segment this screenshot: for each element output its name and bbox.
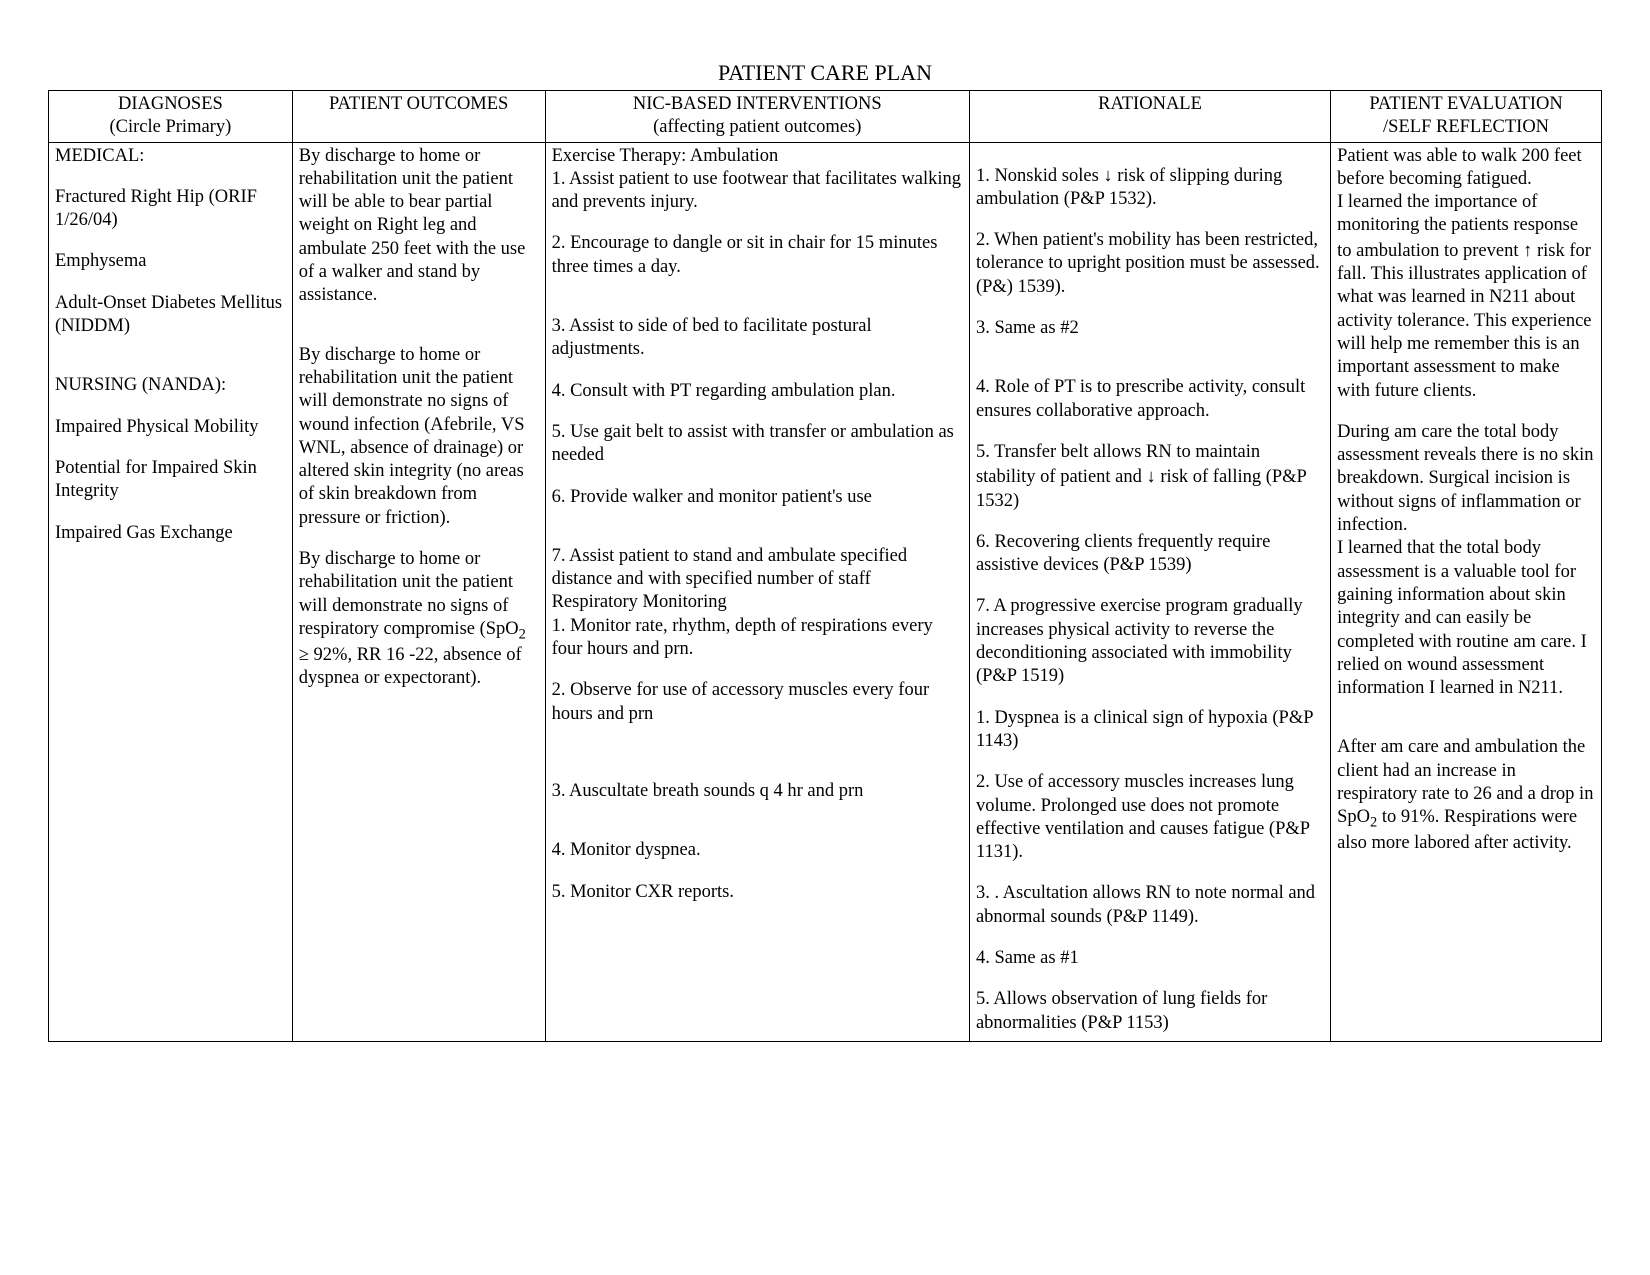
nursing-item: Impaired Physical Mobility bbox=[55, 416, 286, 439]
col-header-evaluation: PATIENT EVALUATION /SELF REFLECTION bbox=[1331, 91, 1602, 143]
cell-interventions: Exercise Therapy: Ambulation 1. Assist p… bbox=[545, 142, 969, 1041]
rationale-item: 2. When patient's mobility has been rest… bbox=[976, 229, 1324, 299]
intervention-item: 4. Monitor dyspnea. bbox=[552, 839, 963, 862]
header-text: RATIONALE bbox=[1098, 94, 1202, 114]
evaluation-text: During am care the total body assessment… bbox=[1337, 421, 1595, 537]
intervention-section-title: Respiratory Monitoring bbox=[552, 591, 963, 614]
outcome-text: By discharge to home or rehabilitation u… bbox=[299, 145, 539, 308]
table-header-row: DIAGNOSES (Circle Primary) PATIENT OUTCO… bbox=[49, 91, 1602, 143]
nursing-label: NURSING (NANDA): bbox=[55, 374, 286, 397]
nursing-item: Potential for Impaired Skin Integrity bbox=[55, 457, 286, 504]
outcome-text: By discharge to home or rehabilitation u… bbox=[299, 344, 539, 530]
rationale-item: 1. Dyspnea is a clinical sign of hypoxia… bbox=[976, 707, 1324, 754]
medical-item: Emphysema bbox=[55, 250, 286, 273]
evaluation-text: I learned that the total body assessment… bbox=[1337, 537, 1595, 700]
intervention-item: 2. Observe for use of accessory muscles … bbox=[552, 679, 963, 726]
rationale-item: 4. Role of PT is to prescribe activity, … bbox=[976, 376, 1324, 423]
rationale-item: 7. A progressive exercise program gradua… bbox=[976, 595, 1324, 688]
rationale-item: 5. Allows observation of lung fields for… bbox=[976, 988, 1324, 1035]
intervention-section-title: Exercise Therapy: Ambulation bbox=[552, 145, 963, 168]
header-text: PATIENT OUTCOMES bbox=[329, 94, 508, 114]
intervention-item: 5. Use gait belt to assist with transfer… bbox=[552, 421, 963, 468]
medical-label: MEDICAL: bbox=[55, 145, 286, 168]
intervention-item: 6. Provide walker and monitor patient's … bbox=[552, 486, 963, 509]
header-text: NIC-BASED INTERVENTIONS bbox=[633, 94, 882, 114]
rationale-item: 3. . Ascultation allows RN to note norma… bbox=[976, 882, 1324, 929]
intervention-item: 4. Consult with PT regarding ambulation … bbox=[552, 380, 963, 403]
page: PATIENT CARE PLAN DIAGNOSES (Circle Prim… bbox=[0, 0, 1650, 1090]
cell-evaluation: Patient was able to walk 200 feet before… bbox=[1331, 142, 1602, 1041]
intervention-item: 7. Assist patient to stand and ambulate … bbox=[552, 545, 963, 592]
header-subtext: (Circle Primary) bbox=[53, 116, 288, 139]
header-text: DIAGNOSES bbox=[118, 94, 223, 114]
medical-item: Fractured Right Hip (ORIF 1/26/04) bbox=[55, 186, 286, 233]
outcome-text: By discharge to home or rehabilitation u… bbox=[299, 548, 539, 690]
nursing-item: Impaired Gas Exchange bbox=[55, 522, 286, 545]
care-plan-table: DIAGNOSES (Circle Primary) PATIENT OUTCO… bbox=[48, 90, 1602, 1042]
rationale-item: 1. Nonskid soles ↓ risk of slipping duri… bbox=[976, 163, 1324, 212]
rationale-item: 4. Same as #1 bbox=[976, 947, 1324, 970]
intervention-item: 3. Assist to side of bed to facilitate p… bbox=[552, 315, 963, 362]
rationale-item: 2. Use of accessory muscles increases lu… bbox=[976, 771, 1324, 864]
rationale-item: 3. Same as #2 bbox=[976, 317, 1324, 340]
medical-item: Adult-Onset Diabetes Mellitus (NIDDM) bbox=[55, 292, 286, 339]
col-header-interventions: NIC-BASED INTERVENTIONS (affecting patie… bbox=[545, 91, 969, 143]
cell-rationale: 1. Nonskid soles ↓ risk of slipping duri… bbox=[969, 142, 1330, 1041]
evaluation-text: Patient was able to walk 200 feet before… bbox=[1337, 145, 1595, 192]
col-header-outcomes: PATIENT OUTCOMES bbox=[292, 91, 545, 143]
col-header-diagnoses: DIAGNOSES (Circle Primary) bbox=[49, 91, 293, 143]
intervention-item: 3. Auscultate breath sounds q 4 hr and p… bbox=[552, 780, 963, 803]
cell-outcomes: By discharge to home or rehabilitation u… bbox=[292, 142, 545, 1041]
table-body-row: MEDICAL: Fractured Right Hip (ORIF 1/26/… bbox=[49, 142, 1602, 1041]
intervention-item: 5. Monitor CXR reports. bbox=[552, 881, 963, 904]
intervention-item: 1. Monitor rate, rhythm, depth of respir… bbox=[552, 615, 963, 662]
header-subtext: /SELF REFLECTION bbox=[1335, 116, 1597, 139]
col-header-rationale: RATIONALE bbox=[969, 91, 1330, 143]
intervention-item: 1. Assist patient to use footwear that f… bbox=[552, 168, 963, 215]
evaluation-text: I learned the importance of monitoring t… bbox=[1337, 191, 1595, 403]
header-subtext: (affecting patient outcomes) bbox=[550, 116, 965, 139]
page-title: PATIENT CARE PLAN bbox=[48, 60, 1602, 86]
rationale-item: 5. Transfer belt allows RN to maintain s… bbox=[976, 441, 1324, 513]
cell-diagnoses: MEDICAL: Fractured Right Hip (ORIF 1/26/… bbox=[49, 142, 293, 1041]
header-text: PATIENT EVALUATION bbox=[1369, 94, 1562, 114]
rationale-item: 6. Recovering clients frequently require… bbox=[976, 531, 1324, 578]
evaluation-text: After am care and ambulation the client … bbox=[1337, 736, 1595, 855]
intervention-item: 2. Encourage to dangle or sit in chair f… bbox=[552, 232, 963, 279]
